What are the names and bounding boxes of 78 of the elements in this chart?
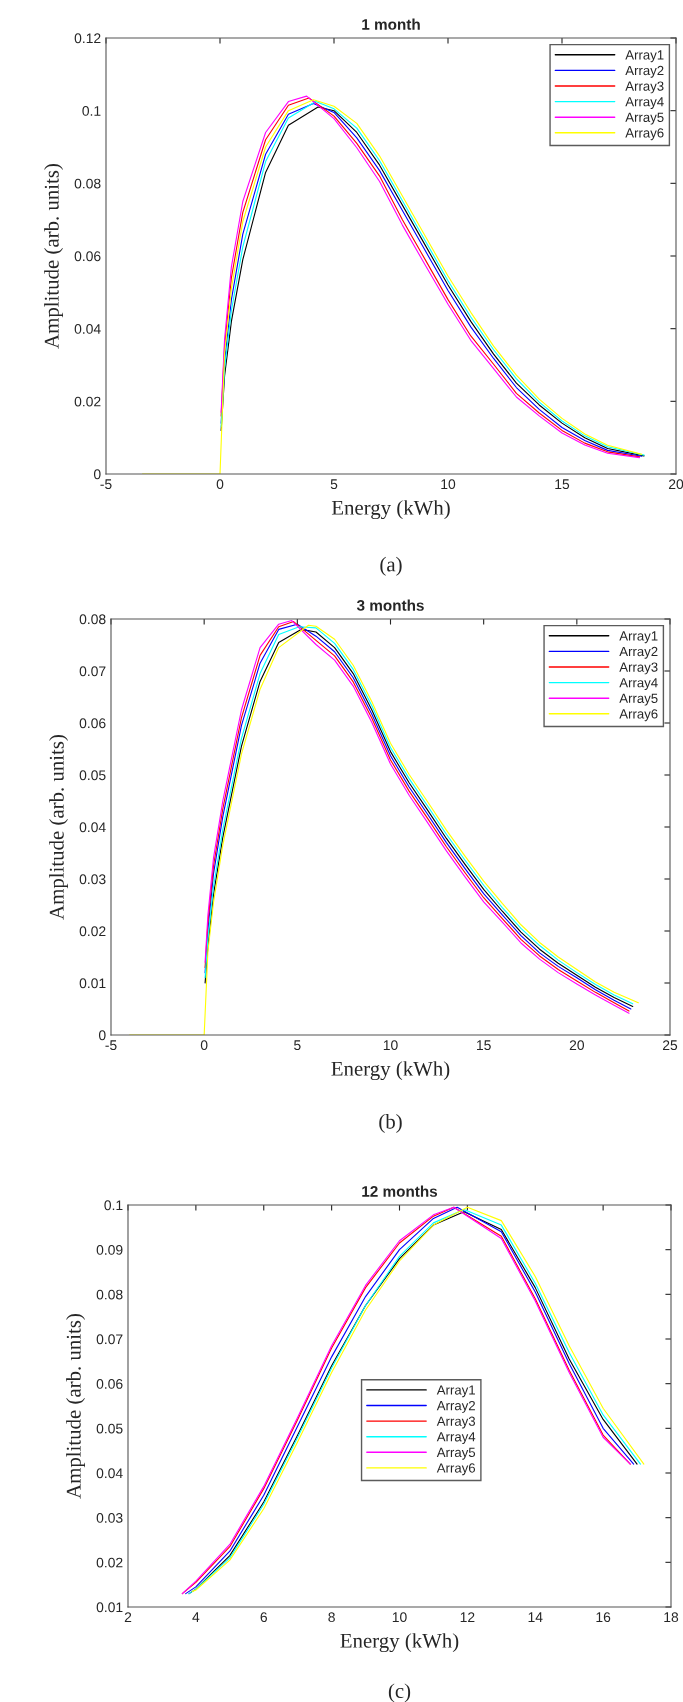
x-tick-label: 0 — [216, 479, 224, 490]
x-tick-label: 5 — [330, 479, 338, 490]
legend-label: Array4 — [619, 678, 658, 690]
y-tick-label: 0 — [93, 469, 101, 480]
y-tick-label: 0.06 — [96, 1379, 123, 1389]
text: (b) — [379, 1114, 402, 1133]
legend-label: Array4 — [625, 97, 664, 109]
x-tick-label: 10 — [383, 1040, 398, 1051]
y-tick-label: 0.02 — [96, 1557, 123, 1568]
y-tick-label: 0 — [98, 1030, 106, 1041]
legend-label: Array5 — [625, 112, 664, 125]
x-tick-label: 25 — [662, 1040, 678, 1051]
y-tick-label: 0.07 — [96, 1334, 123, 1345]
legend-label: Array1 — [625, 50, 664, 63]
y-tick-label: 0.06 — [74, 251, 101, 262]
legend-label: Array5 — [436, 1447, 476, 1460]
y-tick-label: 0.09 — [96, 1245, 123, 1255]
x-tick-label: 0 — [200, 1040, 208, 1051]
legend-label: Array1 — [619, 631, 658, 644]
y-axis-title: Amplitude (arb. units) — [66, 1314, 85, 1499]
legend-label: Array2 — [619, 646, 658, 659]
chart-title: 3 months — [356, 599, 424, 611]
y-tick-label: 0.08 — [79, 614, 106, 625]
legend-label: Array1 — [436, 1385, 475, 1398]
y-tick-label: 0.1 — [82, 106, 101, 116]
y-tick-label: 0.02 — [79, 926, 106, 937]
x-tick-label: 18 — [664, 1612, 679, 1623]
x-tick-label: 10 — [392, 1612, 407, 1623]
chart-title: 1 month — [362, 18, 420, 30]
legend-label: Array4 — [436, 1432, 476, 1445]
x-tick-label: 10 — [441, 479, 456, 490]
x-tick-label: 14 — [528, 1612, 543, 1622]
y-tick-label: 0.01 — [96, 1602, 123, 1613]
x-tick-label: 8 — [328, 1612, 335, 1623]
x-tick-label: 4 — [192, 1612, 200, 1622]
y-tick-label: 0.05 — [79, 770, 106, 781]
x-tick-label: 2 — [124, 1612, 132, 1622]
y-tick-label: 0.04 — [74, 324, 101, 334]
y-axis-title: Amplitude (arb. units) — [49, 735, 68, 920]
x-axis-title: Energy (kWh) — [331, 1061, 450, 1081]
y-tick-label: 0.12 — [74, 33, 101, 44]
x-axis-title: Energy (kWh) — [331, 500, 450, 520]
legend-label: Array3 — [619, 662, 658, 675]
y-tick-label: 0.08 — [74, 178, 101, 189]
chart-title: 12 months — [362, 1185, 438, 1197]
y-tick-label: 0.01 — [79, 978, 106, 989]
y-tick-label: 0.1 — [104, 1200, 123, 1211]
y-tick-label: 0.05 — [96, 1423, 123, 1434]
legend-label: Array3 — [436, 1416, 476, 1429]
legend-label: Array6 — [436, 1463, 476, 1476]
x-tick-label: 12 — [460, 1612, 475, 1622]
y-axis-title: Amplitude (arb. units) — [44, 164, 63, 349]
legend-label: Array6 — [625, 128, 664, 141]
y-tick-label: 0.03 — [96, 1513, 123, 1523]
x-tick-label: 15 — [477, 1040, 491, 1051]
x-tick-label: -5 — [100, 479, 112, 490]
legend-label: Array3 — [625, 81, 664, 94]
y-tick-label: 0.04 — [96, 1468, 123, 1479]
x-tick-label: 16 — [596, 1612, 611, 1623]
legend-label: Array5 — [619, 693, 658, 706]
y-tick-label: 0.07 — [79, 666, 106, 677]
x-tick-label: 15 — [555, 479, 570, 490]
x-tick-label: -5 — [105, 1040, 117, 1051]
y-tick-label: 0.04 — [79, 822, 106, 833]
x-tick-label: 20 — [569, 1040, 585, 1051]
x-axis-title: Energy (kWh) — [340, 1633, 459, 1653]
y-tick-label: 0.08 — [96, 1289, 123, 1300]
x-tick-label: 20 — [668, 479, 683, 490]
legend-label: Array2 — [436, 1400, 475, 1413]
y-tick-label: 0.03 — [79, 874, 106, 885]
legend-label: Array2 — [625, 65, 664, 78]
x-tick-label: 5 — [294, 1040, 301, 1051]
text: (a) — [380, 556, 402, 576]
y-tick-label: 0.06 — [79, 718, 106, 729]
x-tick-label: 6 — [260, 1612, 267, 1623]
legend-label: Array6 — [619, 709, 658, 722]
y-tick-label: 0.02 — [74, 396, 101, 407]
text: (c) — [388, 1683, 411, 1702]
